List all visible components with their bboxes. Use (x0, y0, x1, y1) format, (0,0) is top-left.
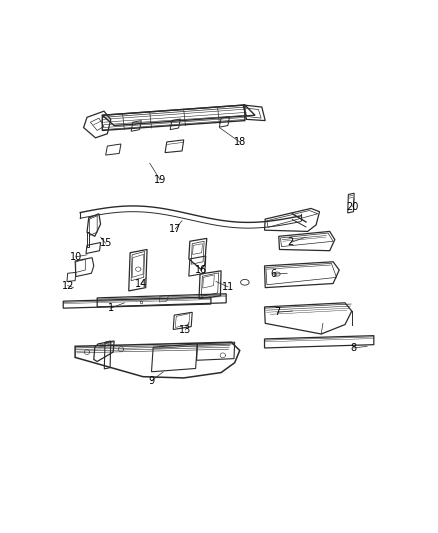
Text: 18: 18 (233, 137, 246, 147)
Text: 11: 11 (222, 282, 234, 292)
Text: 20: 20 (346, 202, 359, 212)
Text: 17: 17 (169, 224, 181, 234)
Text: 1: 1 (108, 303, 114, 313)
Text: 10: 10 (70, 252, 82, 262)
Text: 15: 15 (99, 238, 112, 248)
Text: 7: 7 (274, 307, 280, 317)
Text: 12: 12 (61, 280, 74, 290)
Text: 14: 14 (135, 279, 148, 288)
Text: 19: 19 (154, 175, 166, 185)
Text: 8: 8 (350, 343, 357, 353)
Text: 6: 6 (271, 269, 277, 279)
Text: 16: 16 (194, 265, 207, 276)
Text: 13: 13 (179, 325, 191, 335)
Text: 9: 9 (148, 376, 155, 386)
Text: 2: 2 (287, 238, 294, 247)
